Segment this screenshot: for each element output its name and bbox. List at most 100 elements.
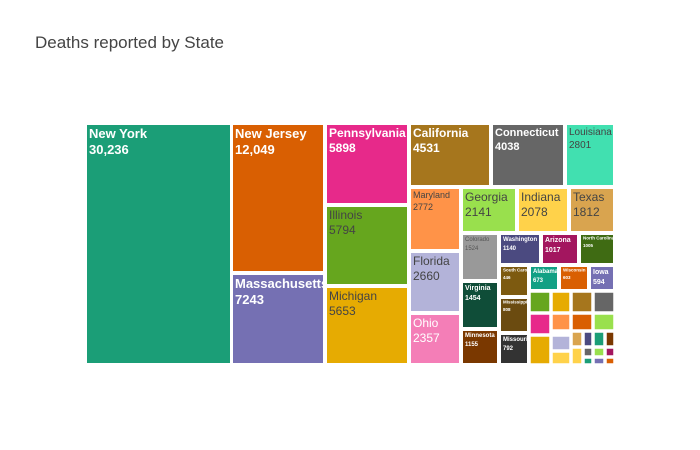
treemap-tile-south-carolina[interactable]: South Carolina 446 <box>499 265 535 297</box>
treemap-tile-value: 594 <box>593 279 605 286</box>
treemap-small-tile[interactable] <box>593 347 605 357</box>
treemap-small-tile[interactable] <box>593 291 615 313</box>
treemap-small-tile[interactable] <box>571 313 593 331</box>
treemap-small-tile[interactable] <box>551 335 571 351</box>
treemap-tile-louisiana[interactable]: Louisiana 2801 <box>565 123 615 187</box>
treemap-tile-rect <box>231 273 325 365</box>
treemap-small-tile[interactable] <box>551 291 571 313</box>
treemap-tile-rect <box>517 187 569 233</box>
treemap-tile-label: Louisiana <box>569 127 612 138</box>
treemap-small-tile[interactable] <box>593 357 605 365</box>
treemap-small-tile[interactable] <box>583 357 593 365</box>
treemap-tile-rect <box>579 233 615 265</box>
treemap-small-tile[interactable] <box>583 331 593 347</box>
treemap-tile-rect <box>461 233 499 281</box>
treemap-tile-label: Arizona <box>545 237 571 244</box>
treemap-tile-value: 5794 <box>329 223 356 237</box>
treemap-tile-label: Maryland <box>413 190 450 200</box>
treemap-tile-value: 1812 <box>573 205 600 219</box>
treemap-tile-maryland[interactable]: Maryland 2772 <box>409 187 461 251</box>
treemap-tile-rect <box>409 187 461 251</box>
treemap-tile-value: 1524 <box>465 246 479 252</box>
treemap-tile-label: North Carolina <box>583 236 615 241</box>
treemap-tile-label: Washington <box>503 237 537 243</box>
treemap-small-tile[interactable] <box>605 357 615 365</box>
treemap-small-tile[interactable] <box>529 291 551 313</box>
treemap-tile-label: California <box>413 126 469 140</box>
treemap-small-tile[interactable] <box>571 347 583 365</box>
treemap-small-tile[interactable] <box>605 331 615 347</box>
treemap-tile-value: 446 <box>503 275 511 280</box>
treemap-small-tile[interactable] <box>571 291 593 313</box>
treemap-tile-label: Massachusetts <box>235 276 328 291</box>
treemap-small-tile[interactable] <box>605 347 615 357</box>
treemap-tile-rect <box>559 265 589 291</box>
treemap-small-tile[interactable] <box>583 347 593 357</box>
treemap-tile-label: Missouri <box>503 337 528 343</box>
treemap-tile-rect <box>499 333 529 365</box>
chart-title: Deaths reported by State <box>35 33 225 52</box>
treemap-tile-connecticut[interactable]: Connecticut 4038 <box>491 123 565 187</box>
treemap-tile-value: 4531 <box>413 141 440 155</box>
treemap-tile-value: 2357 <box>413 331 440 345</box>
treemap-tile-iowa[interactable]: Iowa 594 <box>589 265 615 291</box>
treemap-small-tile[interactable] <box>551 351 571 365</box>
treemap-tile-label: Alabama <box>533 269 559 275</box>
treemap-tile-label: South Carolina <box>503 268 535 273</box>
treemap-tile-label: Connecticut <box>495 127 559 139</box>
treemap-tile-label: Colorado <box>465 237 490 243</box>
treemap-tile-alabama[interactable]: Alabama 673 <box>529 265 559 291</box>
treemap-tile-virginia[interactable]: Virginia 1454 <box>461 281 499 329</box>
treemap-tile-washington[interactable]: Washington 1140 <box>499 233 541 265</box>
treemap-tile-arizona[interactable]: Arizona 1017 <box>541 233 579 265</box>
treemap-tile-wisconsin[interactable]: Wisconsin 603 <box>559 265 589 291</box>
treemap-tile-rect <box>409 123 491 187</box>
treemap-small-tile[interactable] <box>593 313 615 331</box>
treemap-tile-value: 7243 <box>235 292 264 307</box>
treemap-small-tile[interactable] <box>593 331 605 347</box>
treemap-tile-label: Wisconsin <box>563 268 586 273</box>
treemap-tile-value: 2801 <box>569 140 592 151</box>
treemap-tile-rect <box>461 187 517 233</box>
treemap-tile-label: Illinois <box>329 208 362 222</box>
treemap-tile-rect <box>461 281 499 329</box>
treemap-tile-value: 808 <box>503 307 511 312</box>
treemap-small-tile[interactable] <box>529 313 551 335</box>
treemap-tile-value: 1005 <box>583 243 594 248</box>
treemap-tile-label: Florida <box>413 254 450 268</box>
treemap-tile-mississippi[interactable]: Mississippi 808 <box>499 297 529 333</box>
treemap-tile-value: 603 <box>563 275 571 280</box>
treemap-small-tile[interactable] <box>571 331 583 347</box>
treemap-small-tile[interactable] <box>551 313 571 331</box>
treemap-tile-north-carolina[interactable]: North Carolina 1005 <box>579 233 615 265</box>
treemap-tile-colorado[interactable]: Colorado 1524 <box>461 233 499 281</box>
treemap-tile-rect <box>491 123 565 187</box>
treemap-tile-rect <box>85 123 232 365</box>
treemap-tile-label: New York <box>89 126 148 141</box>
treemap-tile-rect <box>325 286 409 365</box>
treemap-tile-missouri[interactable]: Missouri 792 <box>499 333 529 365</box>
treemap-tile-rect <box>231 123 325 273</box>
treemap-tile-label: Ohio <box>413 316 439 330</box>
treemap-tile-rect <box>409 313 461 365</box>
treemap-tile-value: 5898 <box>329 141 356 155</box>
treemap-tile-value: 1454 <box>465 295 481 302</box>
treemap-tile-rect <box>461 329 499 365</box>
treemap-small-tile[interactable] <box>529 335 551 365</box>
treemap-tile-minnesota[interactable]: Minnesota 1155 <box>461 329 499 365</box>
treemap-tile-rect <box>569 187 615 233</box>
treemap-tile-rect <box>529 265 559 291</box>
